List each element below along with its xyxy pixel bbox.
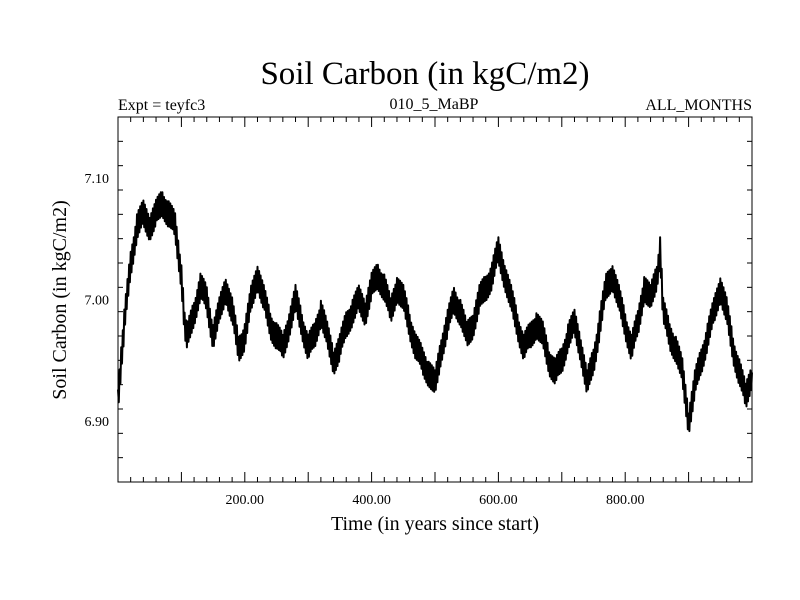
series-layer [117,191,753,433]
axis-ticks [118,117,752,482]
y-tick-label: 7.10 [85,172,110,187]
tick-labels: 200.00 400.00 600.00 800.00 6.90 7.00 7.10 [85,172,645,508]
y-tick-label: 7.00 [85,294,110,309]
y-axis-label: Soil Carbon (in kgC/m2) [49,200,71,399]
period-label: 010_5_MaBP [390,96,479,113]
x-tick-label: 800.00 [606,493,645,508]
soil-carbon-series-line [117,191,753,433]
y-tick-label: 6.90 [85,415,110,430]
x-tick-label: 400.00 [352,493,391,508]
x-axis-label: Time (in years since start) [331,513,539,535]
experiment-label: Expt = teyfc3 [118,97,205,114]
plot-frame [117,116,753,483]
x-tick-label: 200.00 [226,493,265,508]
months-label: ALL_MONTHS [645,97,752,114]
x-tick-label: 600.00 [479,493,518,508]
chart-title: Soil Carbon (in kgC/m2) [260,56,589,92]
